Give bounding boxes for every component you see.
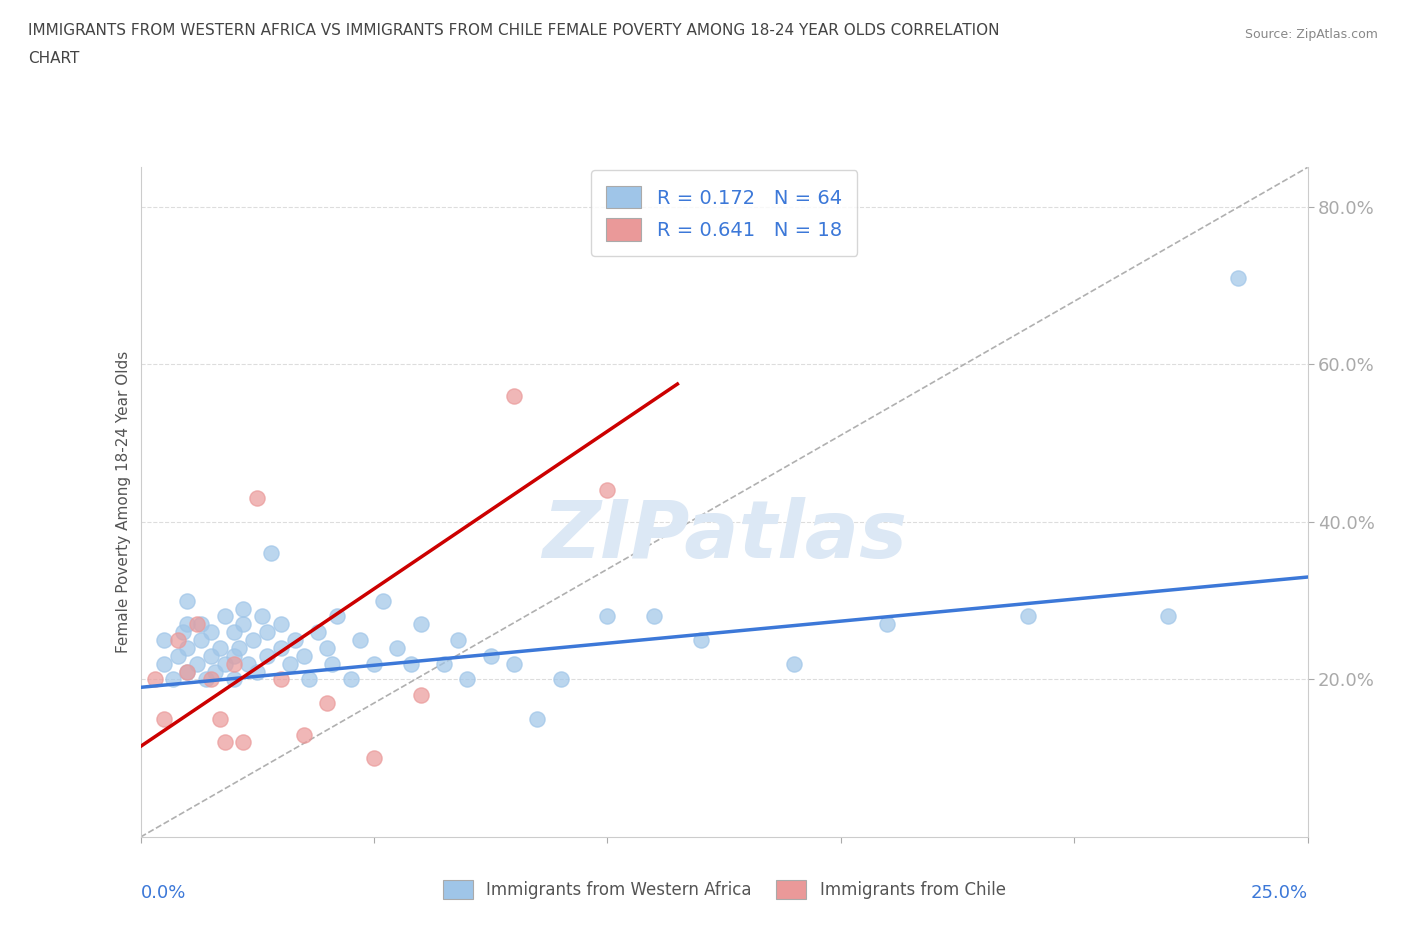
- Point: [1017, 609, 1039, 624]
- Point: [172, 625, 194, 640]
- Point: [325, 609, 347, 624]
- Point: [214, 735, 236, 750]
- Point: [596, 609, 619, 624]
- Text: 0.0%: 0.0%: [141, 884, 186, 902]
- Point: [284, 632, 307, 647]
- Point: [278, 657, 301, 671]
- Point: [200, 648, 222, 663]
- Point: [167, 648, 190, 663]
- Point: [214, 609, 236, 624]
- Point: [363, 751, 385, 765]
- Text: CHART: CHART: [28, 51, 80, 66]
- Point: [186, 617, 208, 631]
- Point: [1156, 609, 1178, 624]
- Point: [433, 657, 456, 671]
- Point: [270, 641, 292, 656]
- Point: [204, 664, 226, 679]
- Point: [208, 641, 231, 656]
- Point: [339, 672, 361, 687]
- Point: [643, 609, 665, 624]
- Point: [236, 657, 259, 671]
- Point: [256, 625, 278, 640]
- Point: [232, 601, 254, 616]
- Point: [479, 648, 502, 663]
- Point: [307, 625, 329, 640]
- Point: [246, 491, 269, 506]
- Point: [256, 648, 278, 663]
- Point: [176, 664, 198, 679]
- Point: [292, 727, 315, 742]
- Point: [1226, 271, 1249, 286]
- Point: [409, 617, 432, 631]
- Point: [176, 593, 198, 608]
- Point: [373, 593, 395, 608]
- Point: [363, 657, 385, 671]
- Point: [162, 672, 184, 687]
- Point: [222, 625, 245, 640]
- Point: [260, 546, 283, 561]
- Point: [222, 657, 245, 671]
- Point: [153, 657, 176, 671]
- Point: [143, 672, 166, 687]
- Point: [503, 389, 526, 404]
- Point: [228, 641, 250, 656]
- Point: [190, 617, 212, 631]
- Point: [349, 632, 371, 647]
- Legend: Immigrants from Western Africa, Immigrants from Chile: Immigrants from Western Africa, Immigran…: [436, 873, 1012, 906]
- Point: [321, 657, 343, 671]
- Point: [783, 657, 806, 671]
- Point: [176, 641, 198, 656]
- Point: [292, 648, 315, 663]
- Point: [232, 735, 254, 750]
- Point: [200, 672, 222, 687]
- Text: ZIPatlas: ZIPatlas: [541, 497, 907, 575]
- Text: 25.0%: 25.0%: [1250, 884, 1308, 902]
- Point: [409, 688, 432, 703]
- Y-axis label: Female Poverty Among 18-24 Year Olds: Female Poverty Among 18-24 Year Olds: [117, 352, 131, 654]
- Point: [208, 711, 231, 726]
- Point: [550, 672, 572, 687]
- Point: [387, 641, 409, 656]
- Point: [190, 632, 212, 647]
- Point: [153, 632, 176, 647]
- Point: [447, 632, 470, 647]
- Point: [186, 657, 208, 671]
- Point: [176, 664, 198, 679]
- Text: IMMIGRANTS FROM WESTERN AFRICA VS IMMIGRANTS FROM CHILE FEMALE POVERTY AMONG 18-: IMMIGRANTS FROM WESTERN AFRICA VS IMMIGR…: [28, 23, 1000, 38]
- Point: [689, 632, 711, 647]
- Text: Source: ZipAtlas.com: Source: ZipAtlas.com: [1244, 28, 1378, 41]
- Point: [596, 483, 619, 498]
- Point: [200, 625, 222, 640]
- Point: [456, 672, 478, 687]
- Point: [250, 609, 273, 624]
- Point: [876, 617, 898, 631]
- Point: [222, 672, 245, 687]
- Point: [503, 657, 526, 671]
- Point: [401, 657, 423, 671]
- Point: [222, 648, 245, 663]
- Point: [298, 672, 321, 687]
- Point: [214, 657, 236, 671]
- Point: [242, 632, 264, 647]
- Point: [232, 617, 254, 631]
- Point: [176, 617, 198, 631]
- Point: [526, 711, 548, 726]
- Point: [246, 664, 269, 679]
- Point: [194, 672, 217, 687]
- Point: [270, 617, 292, 631]
- Point: [153, 711, 176, 726]
- Point: [270, 672, 292, 687]
- Point: [316, 641, 339, 656]
- Point: [167, 632, 190, 647]
- Point: [316, 696, 339, 711]
